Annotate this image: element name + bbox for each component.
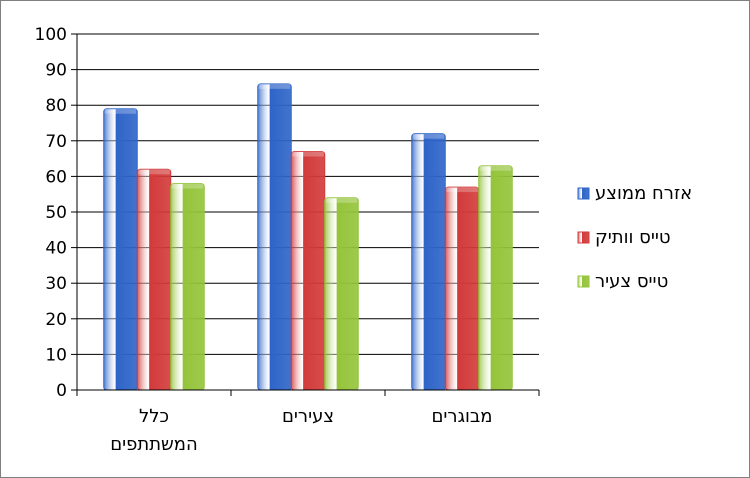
bar-highlight: [446, 187, 478, 193]
x-axis-labels: כלל המשתתפים צעירים מבוגרים: [110, 406, 492, 455]
y-tick-label: 30: [45, 274, 67, 294]
legend-swatch: [577, 187, 590, 200]
bar: [290, 150, 326, 391]
bar: [103, 108, 138, 391]
bar-highlight: [479, 165, 512, 171]
x-category-label: כלל: [139, 406, 169, 427]
bar: [136, 168, 172, 391]
x-category-label: מבוגרים: [431, 406, 492, 427]
bar: [444, 186, 480, 391]
y-tick-label: 70: [45, 132, 67, 152]
bar-highlight: [325, 197, 358, 203]
y-tick-label: 10: [45, 345, 67, 365]
bar: [324, 197, 359, 391]
legend-swatch: [577, 275, 590, 288]
axes: [76, 34, 540, 396]
x-category-label: צעירים: [282, 406, 334, 427]
x-category-label: המשתתפים: [110, 434, 198, 455]
bar-highlight: [292, 151, 324, 157]
legend-label: טייס צעיר: [595, 271, 668, 292]
y-tick-label: 80: [45, 96, 67, 116]
legend-label: אזרח ממוצע: [595, 183, 692, 204]
legend-swatch: [577, 231, 590, 244]
y-tick-label: 60: [45, 167, 67, 187]
bar-highlight: [258, 83, 291, 89]
bar-highlight: [104, 108, 137, 114]
y-axis-ticks: 0 10 20 30 40 50 60 70 80 90 100: [35, 25, 77, 401]
y-tick-label: 50: [45, 203, 67, 223]
legend-label: טייס וותיק: [595, 227, 671, 248]
bar-highlight: [412, 133, 445, 139]
bar: [170, 183, 205, 391]
bar-highlight: [171, 183, 204, 189]
bar: [411, 133, 446, 391]
bar-highlight: [138, 169, 170, 175]
bar: [257, 83, 292, 391]
y-tick-label: 20: [45, 310, 67, 330]
y-tick-label: 90: [45, 61, 67, 81]
bar: [478, 165, 513, 391]
y-tick-label: 100: [35, 25, 67, 45]
bars: [103, 83, 513, 391]
y-tick-label: 40: [45, 239, 67, 259]
legend: אזרח ממוצע טייס וותיק טייס צעיר: [577, 183, 692, 292]
y-tick-label: 0: [56, 381, 67, 401]
